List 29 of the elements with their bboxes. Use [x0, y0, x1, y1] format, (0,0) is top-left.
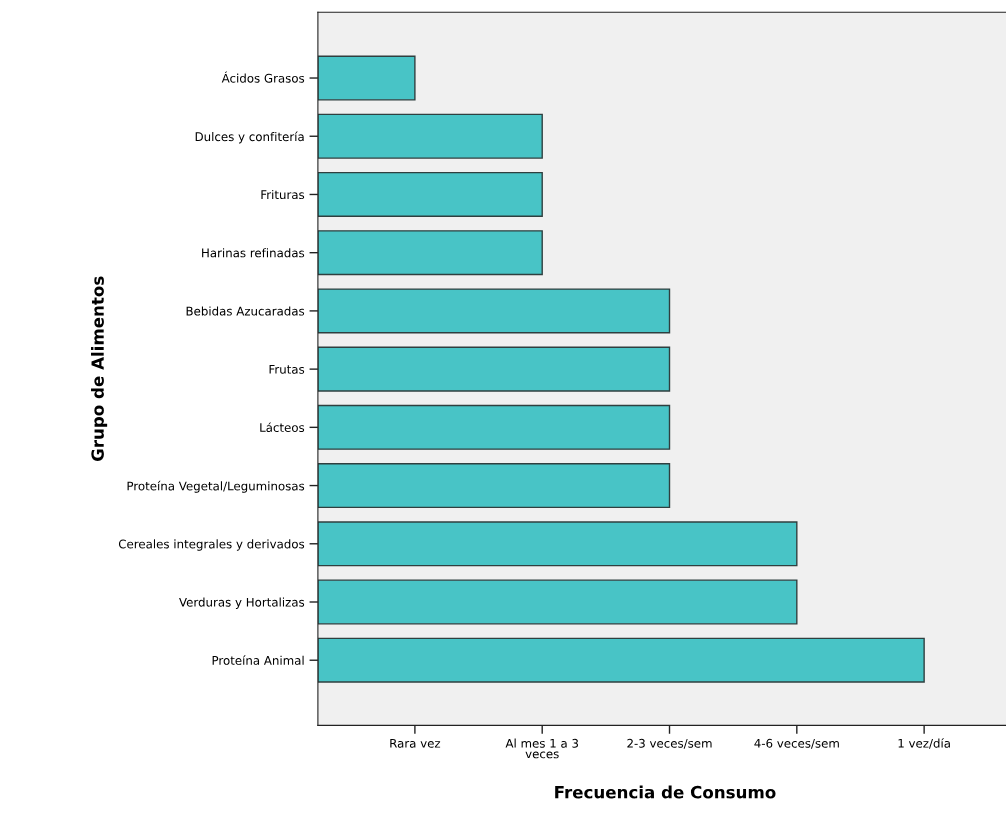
- y-tick-label: Lácteos: [260, 422, 305, 432]
- bar: [317, 404, 671, 450]
- y-tick-label: Verduras y Hortalizas: [179, 597, 305, 609]
- bar: [317, 463, 671, 509]
- y-tick-label: Proteína Animal: [212, 655, 304, 665]
- bar: [317, 230, 543, 276]
- y-axis-title: Grupo de Alimentos: [91, 276, 108, 462]
- bar: [317, 579, 798, 625]
- annotation: Rara vez: [390, 738, 441, 748]
- bar: [317, 346, 671, 392]
- bar: [317, 171, 543, 217]
- y-tick-label: Dulces y confitería: [195, 131, 304, 144]
- bar: [317, 521, 798, 567]
- y-tick-label: Frituras: [261, 189, 305, 200]
- annotation: 4-6 veces/sem: [754, 738, 839, 749]
- y-tick-label: Bebidas Azucaradas: [186, 306, 305, 316]
- y-tick-label: Proteína Vegetal/Leguminosas: [127, 480, 305, 493]
- annotation: Al mes 1 a 3 veces: [505, 738, 579, 759]
- x-axis-title: Frecuencia de Consumo: [555, 785, 776, 799]
- bar: [317, 637, 925, 683]
- annotation: 2-3 veces/sem: [627, 738, 712, 749]
- bar: [317, 113, 543, 159]
- y-tick-label: Harinas refinadas: [202, 248, 305, 258]
- bar: [317, 55, 416, 101]
- y-tick-label: Frutas: [269, 365, 305, 374]
- y-tick-label: Cereales integrales y derivados: [118, 539, 305, 551]
- bar: [317, 288, 671, 334]
- y-tick-label: Ácidos Grasos: [221, 71, 305, 83]
- annotation: 1 vez/día: [898, 738, 950, 749]
